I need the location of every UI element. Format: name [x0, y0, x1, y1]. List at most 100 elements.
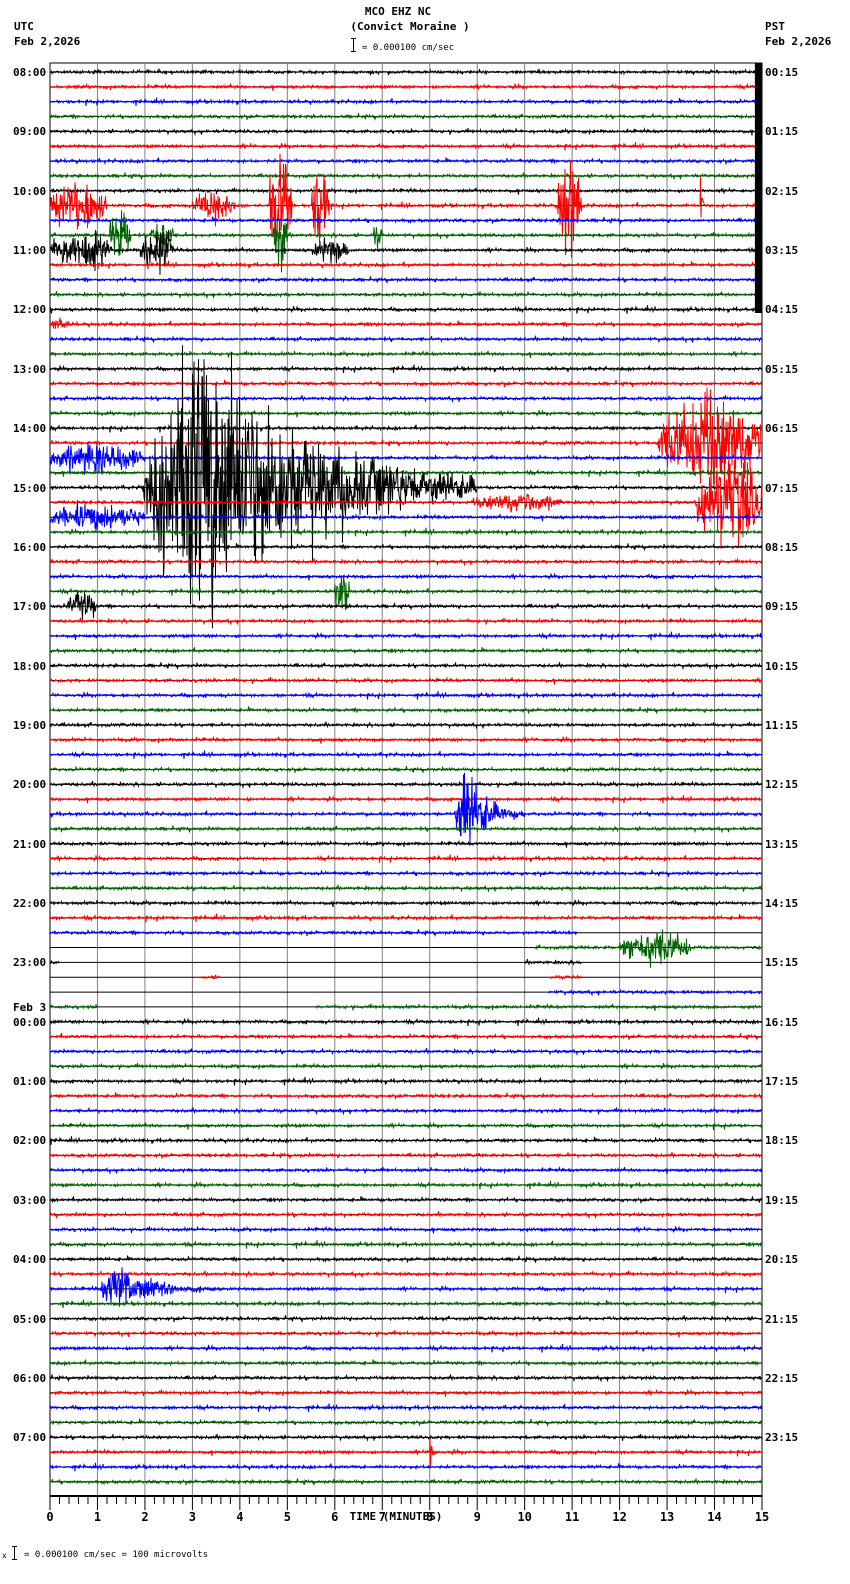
right-time-label: 16:15 — [765, 1015, 799, 1029]
x-tick-label: 9 — [474, 1510, 481, 1524]
right-time-label: 03:15 — [765, 244, 799, 258]
left-time-label: 21:00 — [13, 837, 47, 851]
trace-row — [49, 502, 763, 533]
right-time-label: 00:15 — [765, 66, 799, 79]
header-scale-text: = 0.000100 cm/sec — [362, 43, 455, 53]
station-site: (Convict Moraine ) — [350, 20, 470, 33]
x-tick-label: 8 — [426, 1510, 433, 1524]
trace-row — [49, 335, 763, 344]
right-time-label: 19:15 — [765, 1193, 799, 1207]
x-tick-label: 6 — [331, 1510, 338, 1524]
trace-row — [49, 1343, 763, 1353]
left-time-label: 16:00 — [13, 540, 47, 554]
trace-row — [49, 825, 763, 834]
trace-row — [49, 97, 763, 107]
trace-row — [49, 1478, 763, 1487]
trace-row — [49, 1165, 763, 1175]
trace-row — [49, 171, 763, 181]
trace-row — [49, 1032, 763, 1042]
trace-row — [49, 527, 763, 537]
right-time-label: 21:15 — [765, 1312, 799, 1326]
trace-row — [49, 735, 763, 744]
x-tick-label: 11 — [565, 1510, 579, 1524]
right-time-label: 15:15 — [765, 956, 799, 970]
right-time-label: 17:15 — [765, 1075, 799, 1089]
trace-row — [49, 1017, 763, 1027]
left-time-label: 18:00 — [13, 659, 47, 673]
trace-row — [49, 662, 763, 671]
left-time-label: 23:00 — [13, 956, 47, 970]
trace-row — [49, 839, 763, 848]
trace-row — [49, 1062, 763, 1071]
trace-row — [49, 1438, 762, 1468]
right-time-label: 20:15 — [765, 1253, 799, 1267]
trace-row — [49, 364, 763, 374]
trace-row — [201, 974, 582, 981]
trace-row — [49, 68, 763, 77]
left-timezone: UTC — [14, 20, 34, 33]
footer-scale-icon — [12, 1546, 20, 1560]
right-time-label: 05:15 — [765, 362, 799, 376]
trace-row — [49, 275, 763, 285]
trace-row — [49, 1255, 763, 1264]
left-time-label: 14:00 — [13, 422, 47, 436]
trace-row — [49, 616, 763, 626]
trace-row — [49, 869, 763, 878]
trace-row — [49, 1270, 763, 1279]
x-tick-label: 13 — [660, 1510, 674, 1524]
trace-row — [49, 1106, 763, 1116]
trace-row — [49, 409, 763, 418]
trace-row — [49, 691, 763, 700]
trace-row — [49, 1388, 763, 1397]
trace-row — [49, 442, 763, 475]
trace-row — [49, 913, 763, 923]
right-time-label: 02:15 — [765, 184, 799, 198]
trace-row — [49, 1225, 763, 1234]
right-time-label: 01:15 — [765, 125, 799, 139]
trace-row — [49, 1374, 763, 1383]
trace-row — [49, 349, 763, 359]
trace-row — [49, 82, 763, 91]
trace-row — [50, 1121, 763, 1130]
trace-row — [49, 186, 763, 195]
x-tick-label: 1 — [94, 1510, 101, 1524]
trace-row — [534, 929, 763, 968]
x-tick-label: 4 — [236, 1510, 243, 1524]
trace-row — [49, 1136, 763, 1145]
right-time-label: 23:15 — [765, 1431, 799, 1445]
left-time-label: 05:00 — [13, 1312, 47, 1326]
trace-row — [49, 721, 763, 730]
left-time-label: 12:00 — [13, 303, 47, 317]
trace-row — [49, 423, 763, 433]
right-time-label: 11:15 — [765, 718, 799, 732]
trace-row — [49, 898, 763, 908]
x-tick-label: 7 — [379, 1510, 386, 1524]
trace-row — [49, 558, 763, 567]
left-time-label: 19:00 — [13, 718, 47, 732]
right-time-label: 18:15 — [765, 1134, 799, 1148]
x-axis-label: TIME (MINUTES) — [350, 1510, 443, 1523]
x-tick-label: 10 — [517, 1510, 531, 1524]
trace-row — [49, 750, 763, 760]
left-time-label: 17:00 — [13, 600, 47, 614]
footer-scale-text: = 0.000100 cm/sec = 100 microvolts — [24, 1550, 209, 1560]
x-tick-label: 3 — [189, 1510, 196, 1524]
left-time-label: 03:00 — [13, 1193, 47, 1207]
station-title: MCO EHZ NC — [364, 5, 432, 18]
trace-row — [49, 1462, 763, 1472]
x-tick-label: 2 — [141, 1510, 148, 1524]
trace-row — [49, 316, 763, 329]
left-time-label: 06:00 — [13, 1371, 47, 1385]
right-time-label: 08:15 — [765, 540, 799, 554]
trace-row — [49, 1329, 763, 1339]
trace-row — [50, 794, 763, 804]
trace-row — [548, 988, 763, 997]
left-date: Feb 2,2026 — [14, 35, 81, 48]
trace-row — [49, 290, 763, 300]
trace-row — [49, 260, 763, 270]
trace-row — [49, 345, 763, 629]
trace-row — [49, 1314, 763, 1324]
right-timezone: PST — [765, 20, 785, 33]
x-tick-label: 12 — [612, 1510, 626, 1524]
trace-row — [49, 572, 763, 581]
